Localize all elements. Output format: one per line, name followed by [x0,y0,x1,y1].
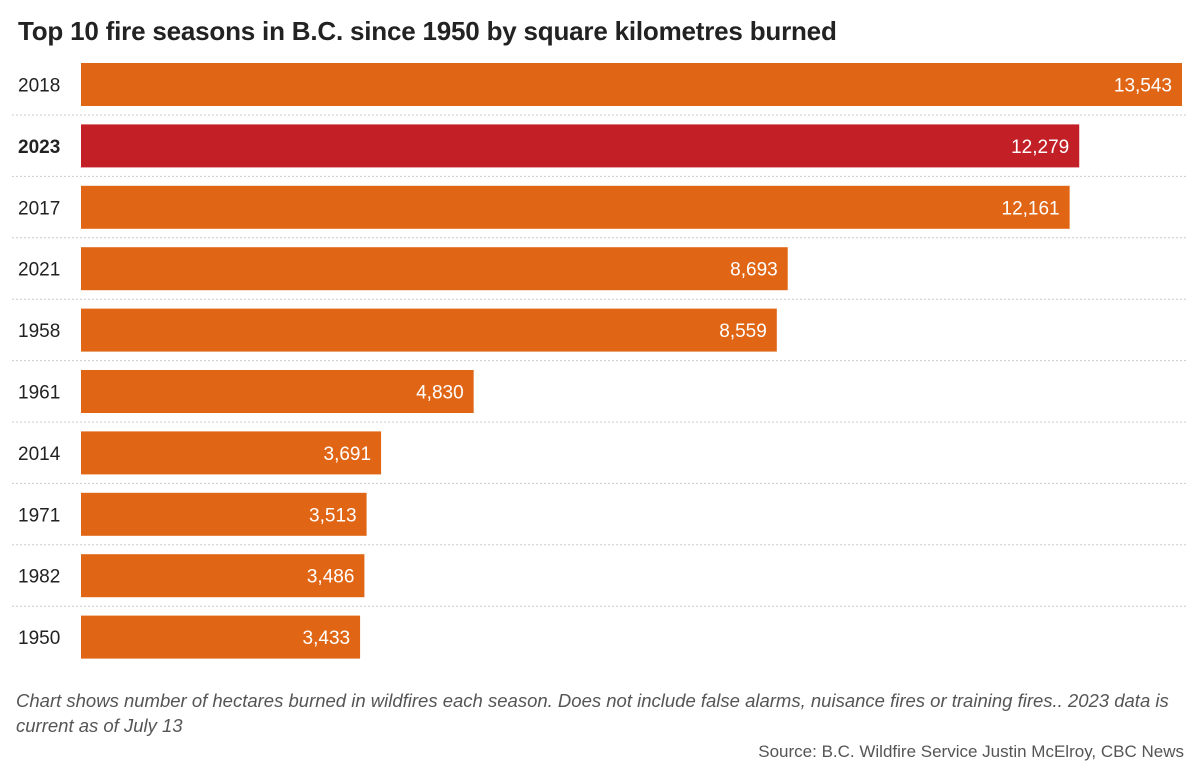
bar-1961 [81,370,474,413]
value-label: 3,691 [324,444,372,465]
value-label: 3,513 [309,505,357,526]
value-label: 8,559 [719,321,767,342]
category-label: 2021 [18,260,60,281]
bar-chart: 2018 13,543 2023 12,279 2017 12,161 2021 8,693 1… [12,63,1186,659]
value-label: 12,161 [1002,198,1060,219]
category-label: 2014 [18,444,61,465]
bar-2023 [81,124,1080,168]
bar-1982 [81,554,365,598]
bar-1958 [81,308,777,352]
bar-2021 [81,247,788,291]
value-label: 3,433 [303,628,351,649]
category-label: 2018 [18,76,60,97]
chart-source: Source: B.C. Wildfire Service Justin McE… [758,742,1184,761]
value-label: 12,279 [1011,137,1069,158]
bar-2018 [81,63,1182,106]
category-label: 2023 [18,137,60,158]
value-label: 13,543 [1114,76,1172,97]
category-label: 1961 [18,383,60,404]
bar-2014 [81,431,382,475]
chart-note: Chart shows number of hectares burned in… [16,690,1169,736]
category-label: 2017 [18,198,60,219]
value-label: 8,693 [730,260,778,281]
category-label: 1971 [18,505,60,526]
category-label: 1958 [18,321,60,342]
bar-1950 [81,615,361,659]
chart-title: Top 10 fire seasons in B.C. since 1950 b… [18,16,837,46]
value-label: 4,830 [416,383,464,404]
bar-2017 [81,185,1070,229]
bar-1971 [81,492,367,536]
category-label: 1982 [18,567,60,588]
value-label: 3,486 [307,567,355,588]
category-label: 1950 [18,628,60,649]
